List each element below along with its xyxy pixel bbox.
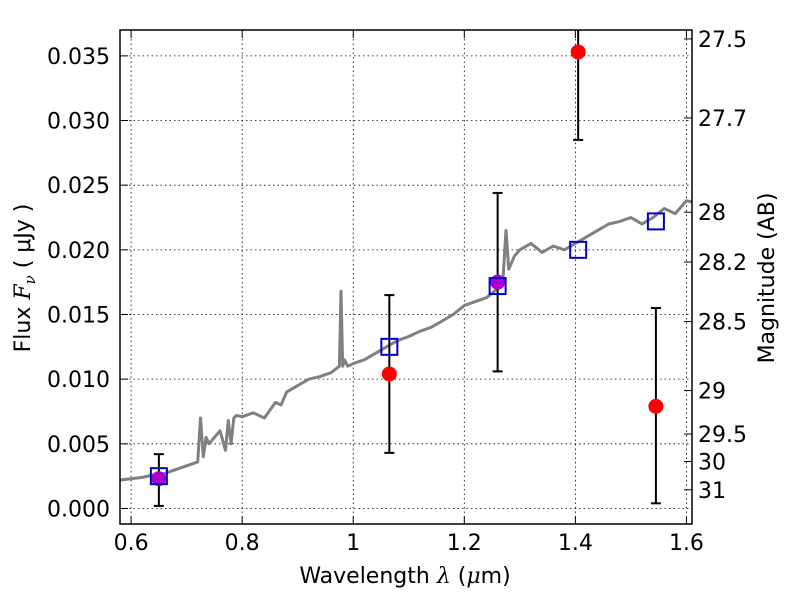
mag-tick-label: 28.5 (698, 311, 747, 336)
x-tick-label: 1 (346, 531, 360, 556)
photometry-point (648, 398, 664, 414)
plot-content (120, 30, 692, 507)
spectrum-line (120, 199, 692, 482)
y-axis-label: Flux Fν ( μJy ) (11, 204, 39, 353)
grid (120, 30, 692, 524)
mag-tick-label: 27.5 (698, 28, 747, 53)
y-tick-label: 0.000 (47, 497, 110, 522)
model-square (646, 212, 665, 231)
mag-tick-label: 28.2 (698, 251, 747, 276)
mag-tick-label: 30 (698, 451, 726, 476)
mag-tick-label: 29 (698, 380, 726, 405)
x-tick-label: 1.4 (558, 531, 593, 556)
plot-area (120, 30, 692, 507)
y-axis-right-label: Magnitude (AB) (755, 193, 780, 364)
model-square (488, 277, 507, 296)
x-axis-label: Wavelength λ (μm) (299, 564, 510, 589)
x-tick-label: 0.8 (225, 531, 260, 556)
model-square (380, 337, 399, 356)
photometry-point (151, 471, 167, 487)
y-tick-label: 0.025 (47, 174, 110, 199)
x-tick-label: 0.6 (114, 531, 149, 556)
photometry-point (570, 44, 586, 60)
y-tick-label: 0.015 (47, 304, 110, 329)
x-tick-label: 1.6 (669, 531, 704, 556)
model-square (149, 467, 168, 486)
y-tick-label: 0.035 (47, 45, 110, 70)
y-tick-label: 0.030 (47, 110, 110, 135)
y-tick-label: 0.020 (47, 239, 110, 264)
photometry-point (381, 366, 397, 382)
mag-tick-label: 31 (698, 479, 726, 504)
model-square (569, 240, 588, 259)
mag-tick-label: 27.7 (698, 107, 747, 132)
photometry-point (490, 274, 506, 290)
ticks: 0.6 0.8 1 1.2 1.4 1.6 0.000 0.005 0.010 0.015 0.02… (47, 28, 747, 556)
y-tick-label: 0.010 (47, 368, 110, 393)
mag-tick-label: 29.5 (698, 423, 747, 448)
y-tick-label: 0.005 (47, 433, 110, 458)
mag-tick-label: 28 (698, 201, 726, 226)
x-tick-label: 1.2 (447, 531, 482, 556)
plot-frame (119, 29, 693, 525)
